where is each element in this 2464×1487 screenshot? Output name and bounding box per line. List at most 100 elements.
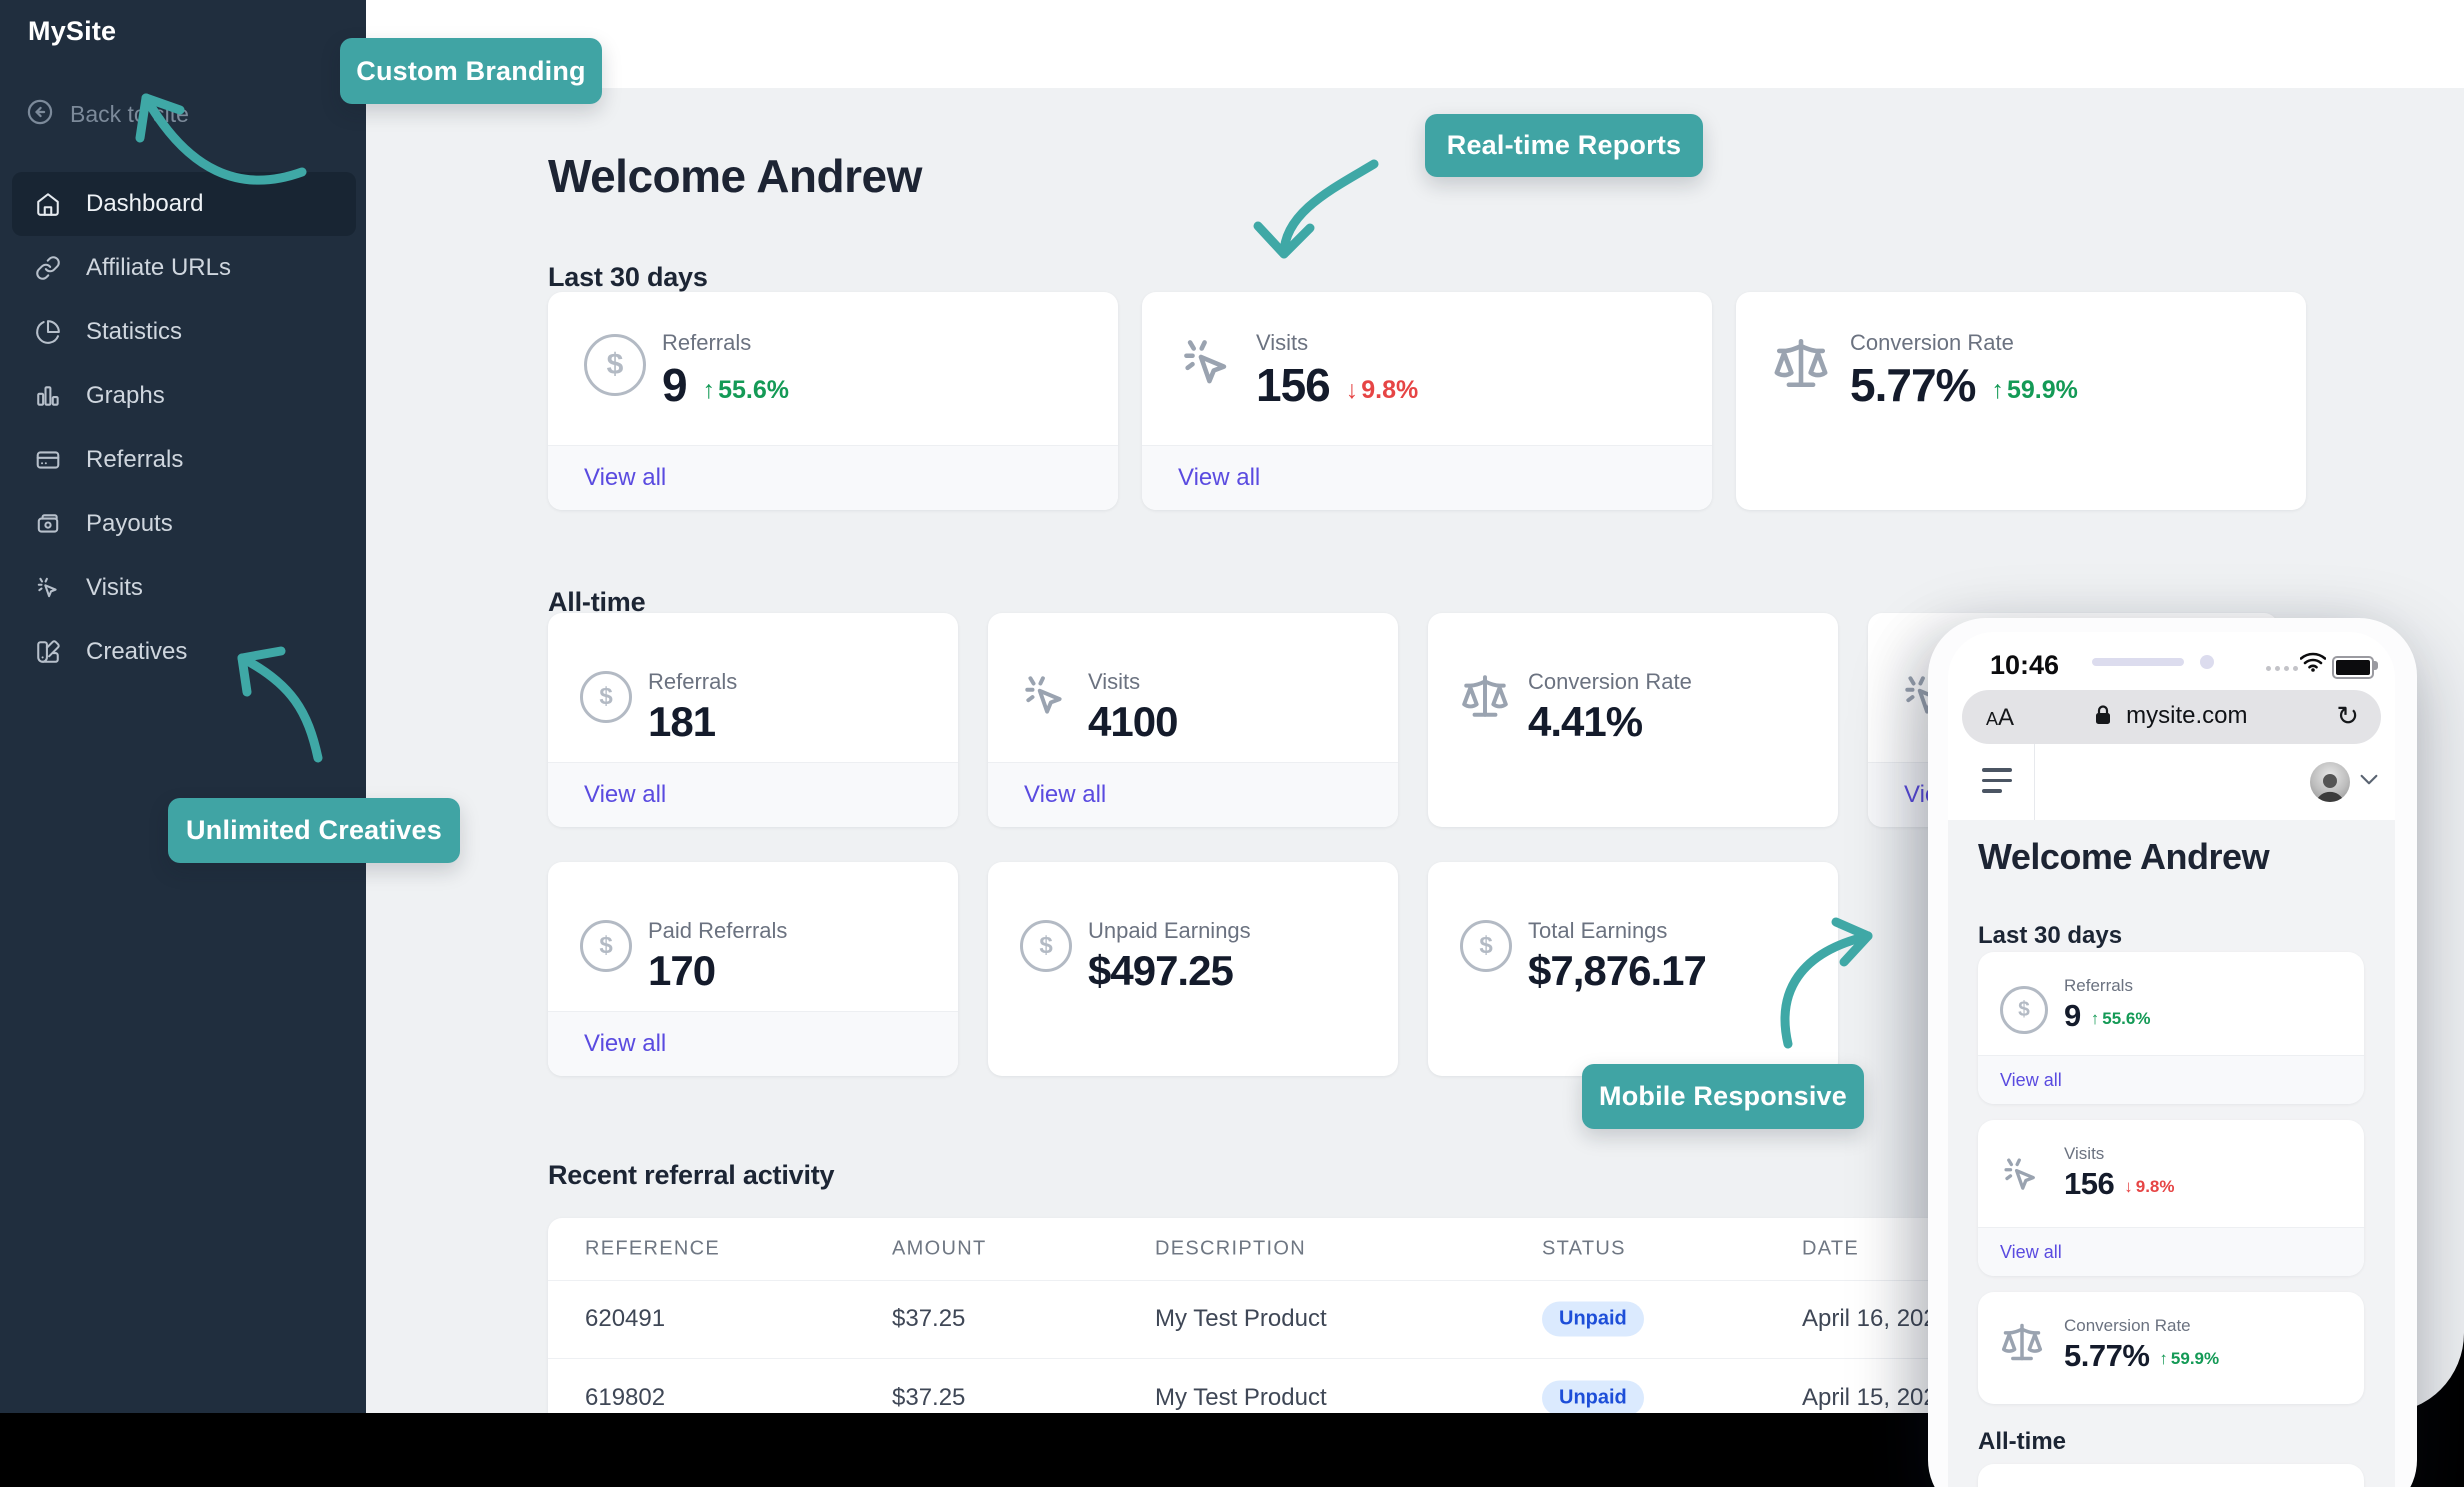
trend-down-delta: 9.8% [2124, 1175, 2175, 1199]
column-header-status: STATUS [1542, 1237, 1626, 1260]
sidebar-item-label: Dashboard [86, 190, 204, 217]
dollar-circle-icon: $ [1460, 920, 1512, 972]
sidebar-item-payouts[interactable]: Payouts [12, 492, 356, 556]
topbar [366, 0, 2464, 88]
table-row: 620491 $37.25 My Test Product Unpaid Apr… [548, 1280, 2308, 1359]
pie-chart-icon [34, 318, 62, 346]
cell-date: April 16, 202 [1802, 1305, 1937, 1332]
sidebar-item-label: Affiliate URLs [86, 254, 231, 281]
sidebar-item-label: Payouts [86, 510, 173, 537]
sidebar-item-dashboard[interactable]: Dashboard [12, 172, 356, 236]
stat-card-referrals-30d: $ Referrals 9 55.6% View all [548, 292, 1118, 510]
view-all-link[interactable]: View all [1024, 781, 1107, 808]
phone-mockup: 10:46 AAAA mysite.com ↻ [1928, 618, 2417, 1487]
cell-description: My Test Product [1155, 1305, 1327, 1332]
chevron-down-icon[interactable] [2360, 774, 2378, 786]
back-arrow-icon [26, 98, 54, 131]
sidebar-item-referrals[interactable]: Referrals [12, 428, 356, 492]
stat-label: Visits [1256, 330, 1309, 355]
sidebar-item-label: Graphs [86, 382, 165, 409]
stat-label: Conversion Rate [2064, 1316, 2191, 1335]
reader-text-size-button[interactable]: AAAA [1986, 704, 2015, 731]
view-all-link[interactable]: View all [584, 781, 667, 808]
column-header-amount: AMOUNT [892, 1237, 987, 1260]
phone-section-alltime: All-time [1978, 1428, 2067, 1455]
cursor-click-icon [2000, 1154, 2042, 1201]
stat-value: 9 [2064, 998, 2081, 1033]
sidebar-item-statistics[interactable]: Statistics [12, 300, 356, 364]
section-title-last30: Last 30 days [548, 262, 708, 293]
stat-card-conversion-alltime: Conversion Rate 4.41% [1428, 613, 1838, 827]
sidebar-item-visits[interactable]: Visits [12, 556, 356, 620]
page-title: Welcome Andrew [548, 149, 922, 202]
signal-dots-icon [2266, 666, 2298, 671]
trend-up-delta: 59.9% [2159, 1347, 2219, 1371]
table-header-row: REFERENCE AMOUNT DESCRIPTION STATUS DATE [548, 1218, 2308, 1281]
cursor-click-icon [1020, 671, 1070, 726]
cell-reference: 619802 [585, 1384, 666, 1411]
sidebar: MySite Back to site Dashboard Affiliate … [0, 0, 366, 1413]
sidebar-item-label: Statistics [86, 318, 183, 345]
lock-icon [2095, 704, 2111, 732]
trend-up-delta: 55.6% [2091, 1007, 2150, 1031]
sidebar-item-affiliate-urls[interactable]: Affiliate URLs [12, 236, 356, 300]
trend-down-delta: 9.8% [1346, 373, 1418, 408]
status-badge: Unpaid [1542, 1301, 1644, 1337]
stat-value: 181 [648, 698, 716, 745]
phone-clock: 10:46 [1990, 650, 2060, 680]
sidebar-item-label: Creatives [86, 638, 188, 665]
callout-mobile-responsive: Mobile Responsive [1582, 1064, 1864, 1129]
cash-icon [34, 510, 62, 538]
stat-card-total-earnings: $ Total Earnings $7,876.17 [1428, 862, 1838, 1076]
cell-description: My Test Product [1155, 1384, 1327, 1411]
back-to-site-label: Back to site [70, 101, 189, 127]
sidebar-item-creatives[interactable]: Creatives [12, 620, 356, 684]
dollar-circle-icon: $ [580, 671, 632, 723]
view-all-link[interactable]: View all [2000, 1241, 2062, 1262]
stat-label: Referrals [2064, 976, 2133, 995]
stat-value: 5.77% [2064, 1338, 2150, 1373]
home-icon [34, 190, 62, 218]
stat-value: $497.25 [1088, 947, 1234, 994]
cursor-click-icon [1178, 334, 1236, 397]
stat-card-conversion-30d: Conversion Rate 5.77% 59.9% [1736, 292, 2306, 510]
browser-url-bar[interactable]: AAAA mysite.com ↻ [1962, 690, 2381, 744]
stat-card-visits-alltime: Visits 4100 View all [988, 613, 1398, 827]
phone-stat-card-partial [1978, 1464, 2364, 1487]
camera-dot [2200, 655, 2214, 669]
status-badge: Unpaid [1542, 1380, 1644, 1413]
phone-page-title: Welcome Andrew [1978, 836, 2270, 877]
sidebar-item-graphs[interactable]: Graphs [12, 364, 356, 428]
cell-amount: $37.25 [892, 1384, 966, 1411]
hamburger-menu-icon[interactable] [1982, 768, 2012, 800]
view-all-link[interactable]: View all [584, 1030, 667, 1057]
view-all-link[interactable]: View all [1178, 464, 1261, 491]
column-header-date: DATE [1802, 1237, 1860, 1260]
battery-nub [2374, 661, 2378, 670]
view-all-link[interactable]: View all [584, 464, 667, 491]
cell-reference: 620491 [585, 1305, 666, 1332]
refresh-icon[interactable]: ↻ [2336, 701, 2359, 731]
stat-value: 5.77% [1850, 359, 1976, 411]
back-to-site-link[interactable]: Back to site [26, 98, 189, 131]
view-all-link[interactable]: View all [2000, 1069, 2062, 1090]
dollar-circle-icon: $ [2000, 986, 2048, 1034]
wifi-icon [2299, 652, 2327, 677]
callout-unlimited-creatives: Unlimited Creatives [168, 798, 460, 863]
scale-icon [1460, 671, 1510, 726]
credit-card-icon [34, 446, 62, 474]
column-header-reference: REFERENCE [585, 1237, 721, 1260]
trend-up-delta: 55.6% [703, 373, 789, 408]
cell-amount: $37.25 [892, 1305, 966, 1332]
phone-nav-bar [1948, 744, 2395, 821]
speaker-slot [2092, 658, 2184, 666]
section-title-alltime: All-time [548, 587, 646, 618]
avatar[interactable] [2310, 762, 2350, 802]
dollar-circle-icon: $ [580, 920, 632, 972]
stat-value: 4.41% [1528, 698, 1643, 745]
stat-value: 156 [2064, 1166, 2115, 1201]
dollar-circle-icon: $ [1020, 920, 1072, 972]
stat-value: 170 [648, 947, 716, 994]
stat-label: Referrals [662, 330, 752, 355]
